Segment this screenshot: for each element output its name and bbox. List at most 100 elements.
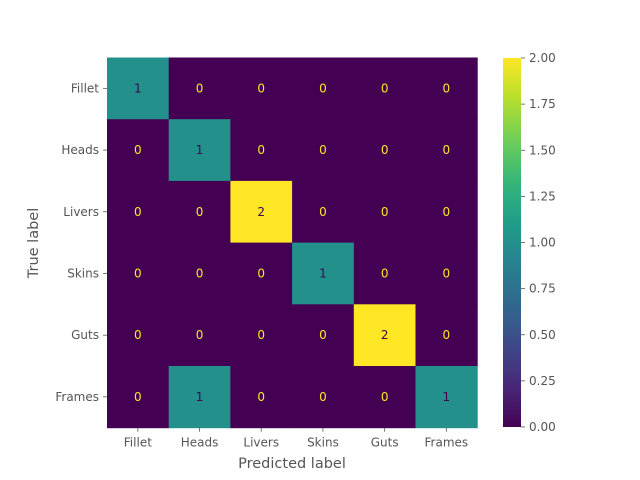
cell-value-label: 1 <box>319 266 327 280</box>
matrix-cell <box>292 366 355 429</box>
cell-value-label: 0 <box>134 143 142 157</box>
cell-value-label: 0 <box>319 205 327 219</box>
cell-value-label: 0 <box>381 205 389 219</box>
matrix-cell <box>230 304 293 367</box>
matrix-cell <box>107 119 170 182</box>
matrix-cell <box>107 180 170 244</box>
cell-value-label: 0 <box>443 143 451 157</box>
matrix-cell <box>107 366 170 429</box>
y-tick-label: Skins <box>67 266 99 280</box>
matrix-cell <box>230 366 293 429</box>
matrix-cell <box>230 57 293 120</box>
cell-value-label: 2 <box>257 205 265 219</box>
matrix-cell <box>292 304 355 367</box>
matrix-cell <box>107 304 170 367</box>
matrix-cell <box>353 366 416 429</box>
matrix-cell <box>415 119 478 182</box>
matrix-cell <box>230 242 293 305</box>
x-tick-label: Fillet <box>124 436 152 450</box>
y-tick-label: Livers <box>63 205 99 219</box>
matrix-cell <box>292 180 355 244</box>
matrix-cell <box>415 304 478 367</box>
cell-value-label: 0 <box>134 328 142 342</box>
matrix-cell <box>168 57 231 120</box>
matrix-cell <box>168 119 231 182</box>
colorbar-tick-label: 2.00 <box>529 51 556 65</box>
matrix-cell <box>230 119 293 182</box>
matrix-cell <box>353 119 416 182</box>
cell-value-label: 0 <box>381 390 389 404</box>
cell-value-label: 0 <box>381 266 389 280</box>
colorbar-tick-label: 1.75 <box>529 97 556 111</box>
cell-value-label: 0 <box>257 328 265 342</box>
cell-value-label: 0 <box>443 81 451 95</box>
colorbar-tick-label: 0.00 <box>529 420 556 434</box>
x-tick-label: Livers <box>243 436 279 450</box>
matrix-cell <box>353 304 416 367</box>
matrix-cell <box>168 180 231 244</box>
cell-value-label: 0 <box>257 143 265 157</box>
cell-value-label: 0 <box>196 81 204 95</box>
cell-value-label: 0 <box>381 81 389 95</box>
x-axis-ticks: Fillet Heads Livers Skins Guts Frames <box>124 427 468 450</box>
matrix-cell <box>107 242 170 305</box>
colorbar-tick-label: 0.25 <box>529 374 556 388</box>
matrix-cell <box>415 180 478 244</box>
x-axis-label: Predicted label <box>238 456 346 472</box>
x-tick-label: Heads <box>181 436 219 450</box>
colorbar-tick-label: 1.25 <box>529 189 556 203</box>
cell-value-label: 1 <box>196 143 204 157</box>
y-tick-label: Guts <box>71 328 99 342</box>
cell-value-label: 2 <box>381 328 389 342</box>
matrix-cell-labels: 1 0 0 0 0 0 0 1 0 0 0 0 0 0 2 0 0 0 0 0 0 1 0 0 0 0 0 0 2 0 0 1 0 0 0 1 <box>134 81 450 404</box>
colorbar-tick-label: 0.50 <box>529 328 556 342</box>
y-tick-label: Fillet <box>71 81 99 95</box>
matrix-cell <box>415 366 478 429</box>
cell-value-label: 0 <box>319 328 327 342</box>
matrix-cell <box>353 57 416 120</box>
cell-value-label: 1 <box>196 390 204 404</box>
cell-value-label: 0 <box>443 205 451 219</box>
x-tick-label: Skins <box>307 436 339 450</box>
cell-value-label: 0 <box>443 266 451 280</box>
matrix-cells <box>107 57 478 429</box>
cell-value-label: 1 <box>443 390 451 404</box>
y-axis-ticks: Fillet Heads Livers Skins Guts Frames <box>55 81 107 404</box>
cell-value-label: 0 <box>319 143 327 157</box>
x-tick-label: Guts <box>371 436 399 450</box>
cell-value-label: 0 <box>319 390 327 404</box>
matrix-cell <box>107 57 170 120</box>
y-axis-label: True label <box>26 208 42 279</box>
matrix-cell <box>168 366 231 429</box>
matrix-cell <box>353 242 416 305</box>
cell-value-label: 0 <box>257 81 265 95</box>
matrix-cell <box>230 180 293 244</box>
matrix-cell <box>292 242 355 305</box>
colorbar-ticks: 0.00 0.25 0.50 0.75 1.00 1.25 1.50 1.75 2.00 <box>521 51 556 434</box>
cell-value-label: 0 <box>196 266 204 280</box>
y-tick-label: Frames <box>55 390 99 404</box>
matrix-cell <box>292 57 355 120</box>
matrix-cell <box>415 57 478 120</box>
colorbar <box>503 58 521 427</box>
cell-value-label: 0 <box>196 205 204 219</box>
matrix-cell <box>353 180 416 244</box>
cell-value-label: 1 <box>134 81 142 95</box>
cell-value-label: 0 <box>196 328 204 342</box>
colorbar-tick-label: 1.50 <box>529 143 556 157</box>
cell-value-label: 0 <box>257 266 265 280</box>
matrix-cell <box>168 242 231 305</box>
matrix-cell <box>415 242 478 305</box>
cell-value-label: 0 <box>381 143 389 157</box>
colorbar-tick-label: 1.00 <box>529 236 556 250</box>
cell-value-label: 0 <box>134 266 142 280</box>
cell-value-label: 0 <box>134 205 142 219</box>
cell-value-label: 0 <box>257 390 265 404</box>
cell-value-label: 0 <box>319 81 327 95</box>
matrix-cell <box>292 119 355 182</box>
cell-value-label: 0 <box>443 328 451 342</box>
colorbar-tick-label: 0.75 <box>529 282 556 296</box>
y-tick-label: Heads <box>61 143 99 157</box>
